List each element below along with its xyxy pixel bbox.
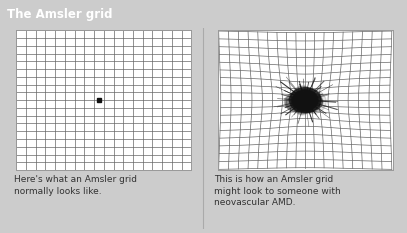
- Polygon shape: [284, 93, 310, 111]
- Polygon shape: [308, 98, 315, 105]
- Polygon shape: [303, 93, 316, 107]
- Polygon shape: [305, 102, 314, 111]
- Polygon shape: [304, 99, 314, 104]
- Polygon shape: [303, 104, 313, 110]
- Polygon shape: [302, 98, 309, 103]
- Polygon shape: [293, 100, 309, 111]
- Polygon shape: [302, 90, 326, 113]
- Polygon shape: [299, 90, 312, 103]
- Polygon shape: [302, 96, 311, 103]
- Polygon shape: [301, 98, 315, 110]
- Polygon shape: [302, 102, 313, 109]
- Polygon shape: [302, 98, 309, 103]
- Polygon shape: [296, 93, 315, 108]
- Polygon shape: [286, 96, 310, 112]
- Polygon shape: [299, 94, 309, 103]
- Polygon shape: [300, 91, 313, 101]
- Polygon shape: [297, 95, 313, 105]
- Polygon shape: [291, 93, 315, 111]
- Polygon shape: [297, 96, 316, 112]
- Polygon shape: [300, 96, 311, 104]
- Text: The Amsler grid: The Amsler grid: [7, 8, 113, 21]
- Polygon shape: [306, 95, 317, 105]
- Polygon shape: [293, 86, 312, 104]
- Polygon shape: [286, 92, 310, 110]
- Text: Here's what an Amsler grid
normally looks like.: Here's what an Amsler grid normally look…: [14, 175, 137, 195]
- Polygon shape: [300, 88, 316, 102]
- Polygon shape: [291, 86, 315, 110]
- Polygon shape: [295, 90, 316, 112]
- Polygon shape: [299, 94, 313, 106]
- Polygon shape: [300, 93, 321, 107]
- Polygon shape: [298, 96, 312, 106]
- Polygon shape: [297, 95, 313, 104]
- Polygon shape: [292, 91, 317, 110]
- Polygon shape: [297, 90, 309, 97]
- Polygon shape: [299, 91, 314, 102]
- Polygon shape: [298, 98, 307, 104]
- Polygon shape: [306, 96, 323, 106]
- Polygon shape: [289, 88, 321, 113]
- Polygon shape: [303, 89, 321, 106]
- Polygon shape: [298, 95, 311, 106]
- Polygon shape: [299, 95, 311, 105]
- Polygon shape: [294, 96, 313, 109]
- Polygon shape: [289, 91, 319, 107]
- Polygon shape: [291, 93, 314, 110]
- Polygon shape: [293, 89, 317, 112]
- Polygon shape: [303, 92, 311, 102]
- Polygon shape: [304, 100, 314, 105]
- Polygon shape: [293, 97, 311, 115]
- Polygon shape: [294, 92, 311, 110]
- Polygon shape: [293, 90, 318, 110]
- Polygon shape: [293, 93, 317, 107]
- Polygon shape: [296, 100, 307, 110]
- Polygon shape: [296, 94, 318, 112]
- Polygon shape: [298, 96, 317, 113]
- Polygon shape: [293, 95, 322, 111]
- Polygon shape: [295, 92, 323, 111]
- Polygon shape: [298, 93, 316, 109]
- Polygon shape: [297, 95, 314, 110]
- Polygon shape: [302, 94, 313, 106]
- Polygon shape: [293, 93, 312, 108]
- Polygon shape: [302, 97, 319, 113]
- Polygon shape: [296, 93, 317, 109]
- Text: This is how an Amsler grid
might look to someone with
neovascular AMD.: This is how an Amsler grid might look to…: [214, 175, 340, 207]
- Polygon shape: [293, 89, 315, 104]
- Polygon shape: [291, 96, 304, 105]
- Polygon shape: [293, 94, 311, 114]
